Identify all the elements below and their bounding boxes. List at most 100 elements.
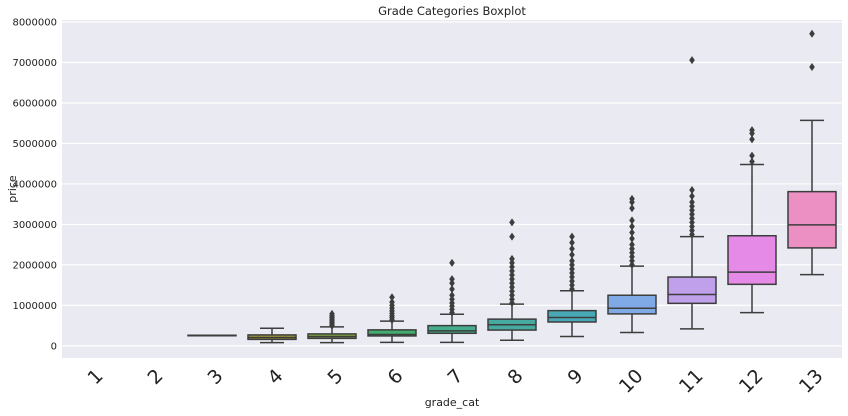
outlier-point xyxy=(809,62,815,71)
x-tick-label: 4 xyxy=(263,365,287,389)
outlier-point xyxy=(629,216,635,225)
box-grade-10 xyxy=(607,194,657,334)
outlier-point xyxy=(569,256,575,265)
y-tick-label: 5000000 xyxy=(12,139,57,150)
iqr-box xyxy=(607,294,657,315)
box-grade-5 xyxy=(307,309,357,344)
outlier-point xyxy=(629,256,635,265)
outlier-point xyxy=(509,258,515,267)
outlier-point xyxy=(509,291,515,300)
outlier-point xyxy=(689,230,695,239)
outlier-point xyxy=(689,186,695,195)
y-tick-label: 1000000 xyxy=(12,301,57,312)
box-grade-7 xyxy=(427,258,477,344)
outlier-point xyxy=(629,244,635,253)
boxes xyxy=(187,29,837,344)
outlier-point xyxy=(389,293,395,302)
outlier-point xyxy=(809,29,815,38)
outlier-point xyxy=(509,295,515,304)
outlier-point xyxy=(449,295,455,304)
outlier-point xyxy=(569,277,575,286)
outlier-point xyxy=(509,271,515,280)
iqr-box xyxy=(667,276,717,305)
x-tick-label: 7 xyxy=(443,365,467,389)
outlier-point xyxy=(509,266,515,275)
outlier-point xyxy=(629,240,635,249)
x-tick-label: 13 xyxy=(795,365,828,398)
outlier-point xyxy=(569,244,575,253)
outlier-point xyxy=(629,252,635,261)
x-tick-label: 10 xyxy=(615,365,648,398)
outlier-point xyxy=(749,151,755,160)
outlier-point xyxy=(449,275,455,284)
outlier-point xyxy=(569,238,575,247)
y-tick-labels: 0 1000000 2000000 3000000 4000000 5000000 6000… xyxy=(12,18,57,353)
outlier-point xyxy=(629,228,635,237)
x-tick-label: 11 xyxy=(675,365,708,398)
box-grade-3 xyxy=(187,334,237,337)
outlier-point xyxy=(689,214,695,223)
outlier-point xyxy=(629,234,635,243)
outlier-point xyxy=(689,218,695,227)
box-grade-11 xyxy=(667,56,717,330)
outlier-point xyxy=(569,285,575,294)
outlier-point xyxy=(509,262,515,271)
outlier-point xyxy=(689,210,695,219)
outlier-point xyxy=(509,275,515,284)
y-tick-label: 6000000 xyxy=(12,98,57,109)
x-tick-label: 9 xyxy=(563,365,587,389)
outlier-point xyxy=(629,260,635,269)
outlier-point xyxy=(449,291,455,300)
outlier-point xyxy=(569,281,575,290)
outlier-point xyxy=(449,285,455,294)
outlier-point xyxy=(629,222,635,231)
y-tick-label: 0 xyxy=(51,341,57,352)
y-tick-label: 8000000 xyxy=(12,18,57,29)
outlier-point xyxy=(689,206,695,215)
y-axis-label: price xyxy=(6,175,19,203)
y-tick-label: 3000000 xyxy=(12,220,57,231)
outlier-point xyxy=(569,273,575,282)
outlier-point xyxy=(569,250,575,259)
outlier-point xyxy=(749,135,755,144)
x-tick-label: 3 xyxy=(203,365,227,389)
x-tick-label: 2 xyxy=(143,365,167,389)
outlier-point xyxy=(329,309,335,318)
y-tick-label: 7000000 xyxy=(12,58,57,69)
outlier-point xyxy=(689,202,695,211)
outlier-point xyxy=(509,232,515,241)
outlier-point xyxy=(509,283,515,292)
x-tick-label: 5 xyxy=(323,365,347,389)
outlier-point xyxy=(509,218,515,227)
box-grade-4 xyxy=(247,327,297,344)
x-tick-label: 6 xyxy=(383,365,407,389)
outlier-point xyxy=(689,192,695,201)
box-grade-9 xyxy=(547,232,597,338)
iqr-box xyxy=(427,324,477,335)
outlier-point xyxy=(569,264,575,273)
iqr-box xyxy=(547,309,597,323)
chart-title: Grade Categories Boxplot xyxy=(378,4,526,18)
outlier-point xyxy=(689,56,695,65)
iqr-box xyxy=(367,329,417,337)
outlier-point xyxy=(749,126,755,135)
outlier-point xyxy=(689,198,695,207)
outlier-point xyxy=(749,157,755,166)
outlier-point xyxy=(569,268,575,277)
box-grade-12 xyxy=(727,126,777,314)
box-grade-8 xyxy=(487,218,537,341)
x-tick-label: 8 xyxy=(503,365,527,389)
iqr-box xyxy=(787,190,837,249)
outlier-point xyxy=(449,279,455,288)
outlier-point xyxy=(509,254,515,263)
outlier-point xyxy=(629,194,635,203)
x-tick-label: 12 xyxy=(735,365,768,398)
outlier-point xyxy=(689,222,695,231)
outlier-point xyxy=(509,287,515,296)
y-tick-label: 4000000 xyxy=(12,179,57,190)
x-axis-label: grade_cat xyxy=(425,396,480,409)
box-grade-6 xyxy=(367,293,417,344)
outlier-point xyxy=(569,260,575,269)
outlier-point xyxy=(569,232,575,241)
